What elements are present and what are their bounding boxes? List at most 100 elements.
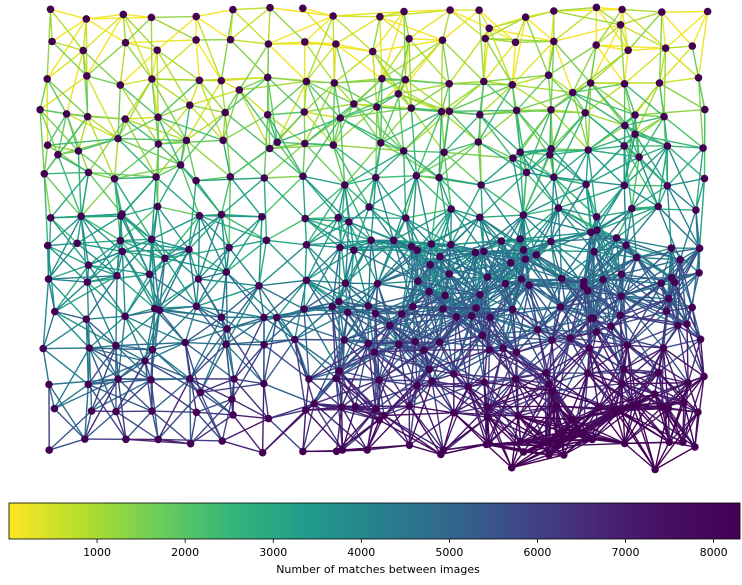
node: [302, 406, 310, 414]
edge: [270, 8, 305, 42]
node: [43, 75, 51, 83]
node: [485, 25, 493, 33]
edge: [380, 17, 382, 79]
node: [230, 375, 238, 383]
edge: [268, 81, 307, 114]
node: [476, 291, 484, 299]
node: [77, 213, 85, 221]
node: [569, 432, 577, 440]
edge: [259, 245, 307, 286]
node: [236, 86, 244, 94]
node: [420, 346, 428, 354]
node: [545, 71, 553, 79]
edge: [259, 280, 306, 286]
node: [701, 175, 709, 183]
edge: [662, 12, 666, 48]
edge: [597, 185, 624, 230]
node: [395, 90, 403, 98]
node: [84, 113, 92, 121]
node: [371, 348, 379, 356]
node: [341, 181, 349, 189]
edge: [43, 319, 86, 348]
node: [480, 78, 488, 86]
node: [441, 292, 449, 300]
node: [39, 345, 47, 353]
node: [141, 357, 149, 365]
node: [663, 307, 671, 315]
node: [337, 114, 345, 122]
edge: [233, 10, 269, 44]
node: [688, 304, 696, 312]
node: [86, 344, 94, 352]
node: [532, 251, 540, 259]
node: [225, 244, 233, 252]
node: [117, 212, 125, 220]
edge: [333, 16, 334, 83]
node: [332, 375, 340, 383]
node: [447, 241, 455, 249]
node: [611, 406, 619, 414]
node: [352, 403, 360, 411]
edge: [123, 14, 151, 17]
edge: [666, 12, 708, 49]
node: [607, 322, 615, 330]
edge: [305, 104, 354, 144]
node: [569, 89, 577, 97]
node: [345, 218, 353, 226]
node: [509, 154, 517, 162]
edge: [227, 318, 264, 329]
node: [592, 41, 600, 49]
node: [446, 108, 454, 116]
colorbar-tick-label: 5000: [435, 546, 463, 559]
node: [332, 40, 340, 48]
node: [79, 47, 87, 55]
node: [696, 245, 704, 253]
colorbar-gradient: [9, 503, 740, 539]
colorbar-tick-label: 4000: [347, 546, 375, 559]
edge: [416, 176, 451, 209]
node: [406, 441, 414, 449]
node: [694, 408, 702, 416]
node: [223, 325, 231, 333]
node: [222, 340, 230, 348]
edge: [267, 240, 307, 245]
node: [187, 440, 195, 448]
edge: [226, 272, 227, 329]
node: [450, 370, 458, 378]
node: [154, 113, 162, 121]
node: [498, 237, 506, 245]
edge: [376, 178, 394, 241]
edge: [549, 75, 552, 110]
node: [299, 173, 307, 181]
node: [185, 246, 193, 254]
node: [475, 6, 483, 14]
node: [621, 440, 629, 448]
node: [654, 203, 662, 211]
node: [299, 448, 307, 456]
node: [635, 153, 643, 161]
node: [372, 174, 380, 182]
node: [553, 402, 561, 410]
node: [372, 310, 380, 318]
edge: [666, 46, 693, 48]
node: [48, 38, 56, 46]
colorbar-tick-label: 8000: [700, 546, 728, 559]
edge: [268, 77, 307, 81]
edge: [336, 17, 380, 44]
edge: [87, 282, 116, 346]
node: [181, 339, 189, 347]
node: [482, 35, 490, 43]
node: [695, 269, 703, 277]
node: [114, 135, 122, 143]
node: [439, 36, 447, 44]
node: [624, 47, 632, 55]
node: [154, 436, 162, 444]
edge: [221, 10, 233, 81]
edge: [118, 85, 120, 139]
node: [121, 115, 129, 123]
node: [375, 376, 383, 384]
node: [622, 242, 630, 250]
node: [617, 21, 625, 29]
edge: [667, 146, 696, 210]
node: [45, 275, 53, 283]
